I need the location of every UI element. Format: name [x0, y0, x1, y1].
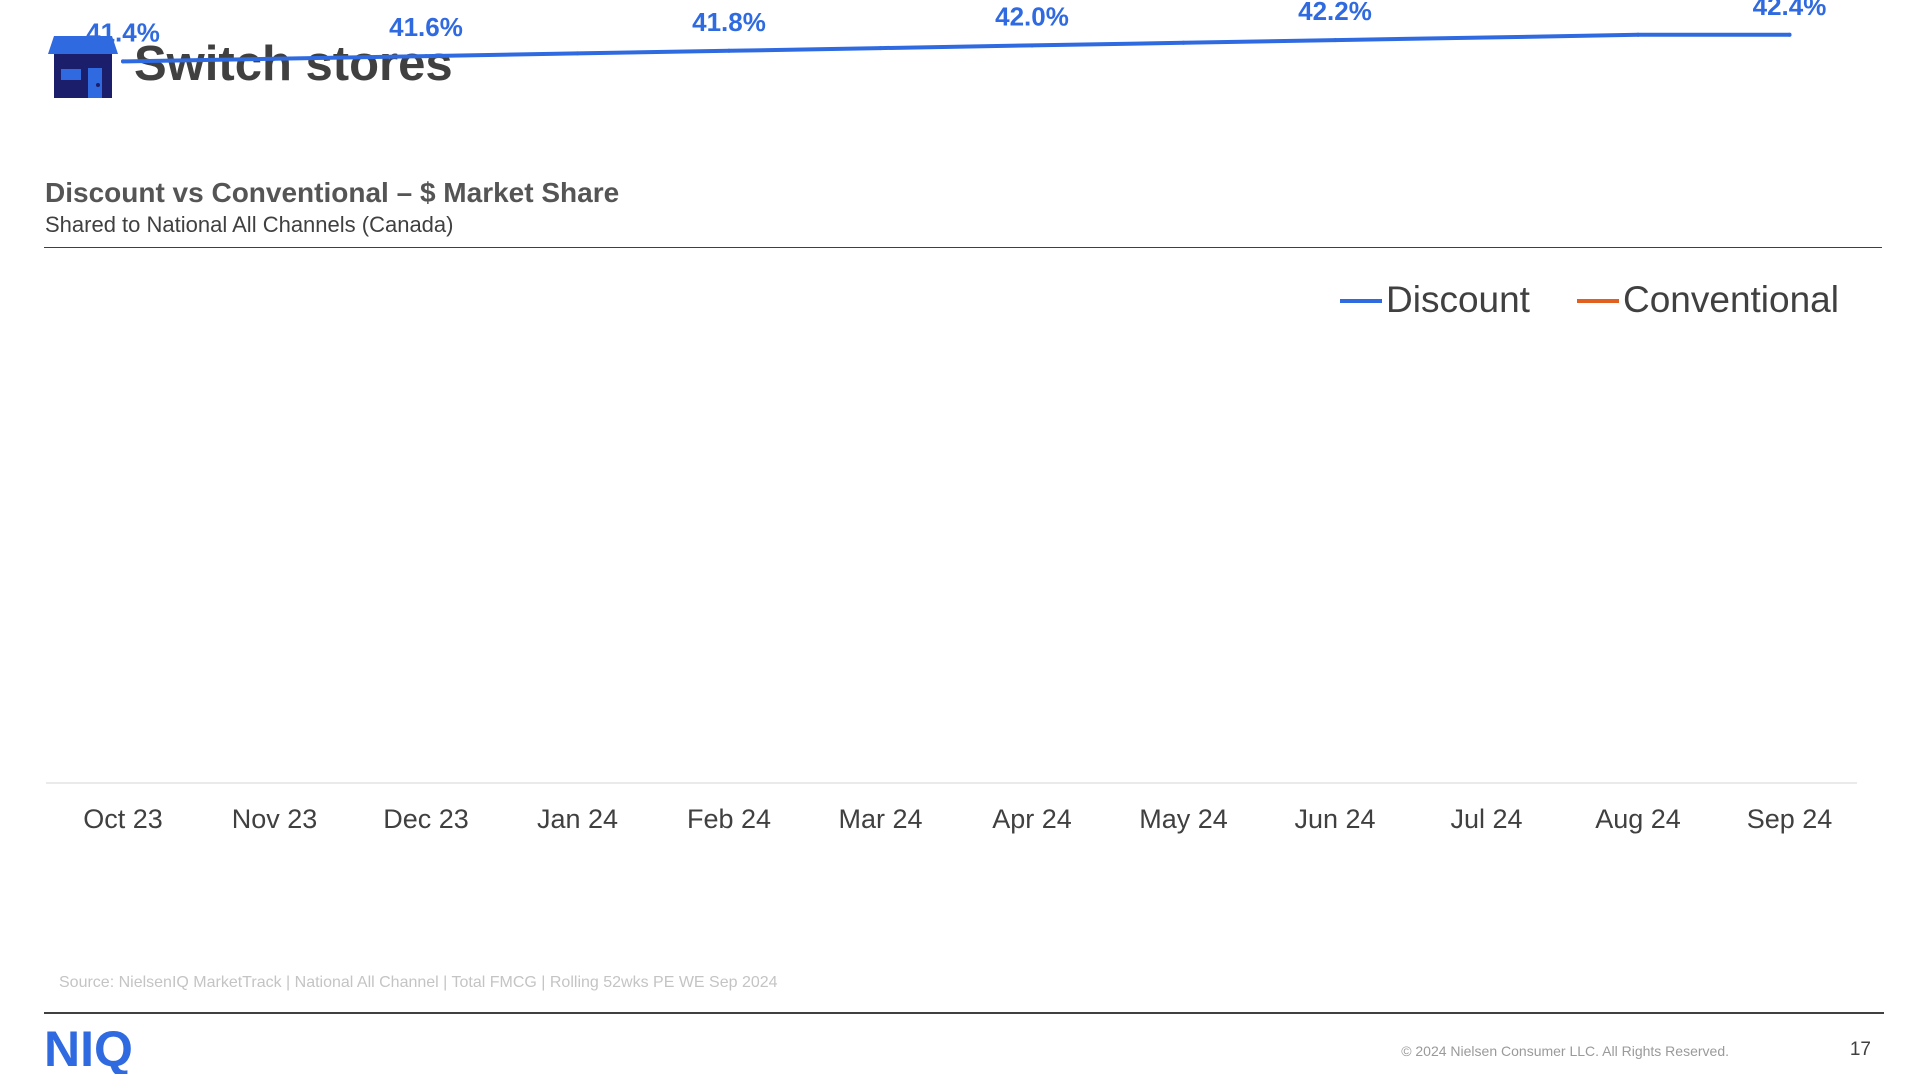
data-point-discount	[727, 48, 731, 53]
data-point-discount	[1181, 40, 1186, 45]
legend-label: Discount	[1386, 279, 1531, 320]
x-tick-label: Oct 23	[83, 804, 163, 834]
data-label-discount: 41.6%	[389, 12, 463, 42]
store-icon	[48, 36, 118, 98]
data-point-discount	[878, 46, 883, 51]
data-point-discount	[424, 54, 428, 59]
data-label-discount: 42.2%	[1298, 0, 1372, 26]
data-point-discount	[1030, 43, 1034, 48]
page-title: Switch stores	[134, 37, 453, 91]
data-point-discount	[1636, 32, 1640, 37]
x-tick-label: Jun 24	[1294, 804, 1375, 834]
data-point-discount	[272, 56, 277, 61]
data-point-discount	[121, 59, 125, 64]
data-point-discount	[1484, 35, 1489, 40]
data-point-discount	[575, 51, 580, 56]
data-point-discount	[1787, 32, 1792, 37]
source-note: Source: NielsenIQ MarketTrack | National…	[59, 974, 778, 991]
x-tick-label: Jul 24	[1450, 804, 1522, 834]
data-label-discount: 42.4%	[1753, 0, 1827, 21]
series-line-discount	[121, 32, 1792, 64]
x-tick-label: Dec 23	[383, 804, 469, 834]
x-tick-label: Nov 23	[232, 804, 318, 834]
data-label-discount: 41.4%	[86, 17, 160, 47]
header-divider	[44, 247, 1882, 248]
data-label-discount: 42.0%	[995, 1, 1069, 31]
logo-text: NIQ	[44, 1024, 133, 1074]
chart-title: Discount vs Conventional – $ Market Shar…	[45, 177, 620, 208]
line-chart: Oct 23 Nov 23 Dec 23 Jan 24 Feb 24 Mar 24 Apr …	[46, 0, 1857, 834]
legend-label: Conventional	[1623, 279, 1839, 320]
footer-divider	[44, 1012, 1884, 1014]
data-point-discount	[1333, 38, 1337, 43]
x-tick-label: Apr 24	[992, 804, 1072, 834]
x-tick-label: Jan 24	[537, 804, 618, 834]
x-tick-label: Aug 24	[1595, 804, 1681, 834]
x-tick-label: May 24	[1139, 804, 1228, 834]
data-label-discount: 41.8%	[692, 7, 766, 37]
page-number: 17	[1849, 1039, 1871, 1060]
x-tick-label: Sep 24	[1747, 804, 1833, 834]
chart-subtitle: Shared to National All Channels (Canada)	[45, 212, 454, 237]
copyright: © 2024 Nielsen Consumer LLC. All Rights …	[1401, 1043, 1729, 1059]
x-tick-label: Feb 24	[687, 804, 771, 834]
x-tick-label: Mar 24	[838, 804, 922, 834]
niq-logo: NIQ	[44, 1024, 133, 1074]
